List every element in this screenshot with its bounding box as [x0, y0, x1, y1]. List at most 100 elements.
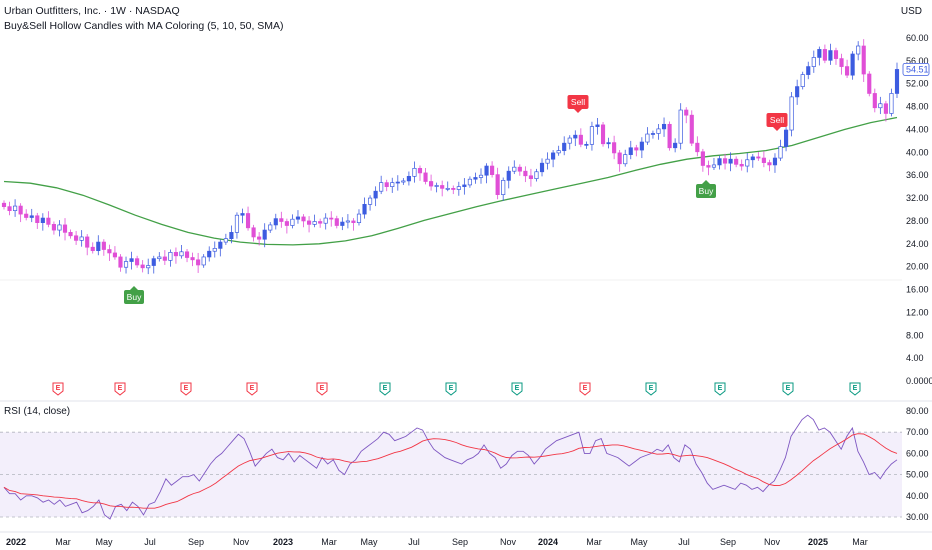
candle	[368, 197, 373, 205]
candle	[867, 73, 872, 94]
earnings-letter: E	[853, 385, 858, 392]
earnings-letter: E	[184, 385, 189, 392]
rsi-line	[3, 414, 898, 520]
candle	[157, 256, 162, 260]
earnings-shape	[52, 382, 64, 396]
candle	[135, 258, 140, 266]
candle	[13, 205, 18, 211]
candle	[118, 256, 123, 268]
time-tick-label: Mar	[852, 537, 868, 547]
last-price-label: 54.51	[906, 64, 929, 74]
time-tick-label: 2025	[808, 537, 828, 547]
rsi-tick-label: 30.00	[906, 512, 929, 522]
earnings-letter: E	[320, 385, 325, 392]
earnings-shape	[445, 382, 457, 396]
earnings-icon: E	[849, 382, 861, 396]
candle	[229, 232, 234, 240]
candle	[57, 224, 62, 231]
candle	[412, 167, 417, 177]
candle	[711, 164, 717, 168]
price-tick-label: 28.00	[906, 216, 929, 226]
candle	[789, 96, 794, 131]
signal-label: Buy	[127, 292, 142, 302]
candle	[845, 66, 850, 76]
time-tick-label: Jul	[144, 537, 156, 547]
candle	[800, 74, 805, 87]
candle	[395, 181, 400, 184]
candle	[140, 264, 145, 269]
candle	[612, 142, 617, 154]
signal-label: Sell	[571, 97, 585, 107]
candle	[234, 214, 240, 233]
candle	[190, 257, 195, 261]
candle	[589, 126, 595, 145]
candle	[329, 217, 334, 220]
candle	[695, 142, 700, 153]
earnings-shape	[511, 382, 523, 396]
candle	[423, 172, 428, 182]
candle	[68, 232, 73, 237]
candle	[51, 224, 56, 231]
candle	[456, 186, 461, 190]
candle	[889, 93, 894, 114]
earnings-shape	[316, 382, 328, 396]
candle	[528, 175, 533, 179]
candle	[678, 109, 683, 144]
candle	[362, 204, 367, 215]
price-tick-label: 36.00	[906, 170, 929, 180]
candle	[334, 218, 339, 226]
candle	[778, 146, 783, 159]
candle	[123, 261, 129, 268]
price-tick-label: 16.00	[906, 285, 929, 295]
earnings-icon: E	[782, 382, 794, 396]
signal-badge	[696, 184, 716, 198]
candle	[290, 218, 295, 226]
candle	[18, 205, 23, 215]
rsi-tick-label: 80.00	[906, 406, 929, 416]
indicator-title[interactable]: Buy&Sell Hollow Candles with MA Coloring…	[4, 20, 284, 32]
earnings-shape	[645, 382, 657, 396]
price-tick-label: 56.00	[906, 56, 929, 66]
price-tick-label: 24.00	[906, 239, 929, 249]
symbol-title[interactable]: Urban Outfitters, Inc. · 1W · NASDAQ	[4, 5, 180, 17]
candle	[501, 179, 506, 195]
candle	[473, 177, 478, 180]
candle	[445, 187, 450, 190]
candle	[173, 252, 179, 257]
rsi-ma-line	[3, 433, 898, 509]
candle	[257, 236, 262, 240]
candle	[806, 66, 811, 75]
candle	[795, 86, 800, 98]
candle	[673, 142, 678, 149]
earnings-letter: E	[118, 385, 123, 392]
candle	[345, 220, 350, 223]
candle	[861, 45, 866, 75]
candle	[783, 129, 789, 147]
earnings-icon: E	[180, 382, 192, 396]
candle	[401, 180, 406, 183]
candle	[883, 103, 888, 114]
earnings-letter: E	[718, 385, 723, 392]
candle	[434, 185, 439, 187]
candle	[318, 221, 323, 224]
candle	[90, 246, 95, 252]
candle	[634, 147, 639, 151]
candle	[406, 175, 411, 182]
candle	[306, 220, 312, 225]
candle	[817, 49, 822, 58]
candle	[101, 241, 106, 250]
time-tick-label: 2023	[273, 537, 293, 547]
candle	[656, 128, 661, 134]
candle	[506, 170, 511, 181]
candle	[146, 265, 151, 269]
candle	[734, 158, 739, 165]
candle	[74, 235, 79, 241]
candle	[79, 236, 84, 241]
candle	[96, 241, 101, 252]
signal-badge	[124, 290, 144, 304]
candle	[295, 216, 301, 220]
candle	[24, 213, 29, 218]
rsi-label[interactable]: RSI (14, close)	[4, 406, 71, 417]
earnings-letter: E	[583, 385, 588, 392]
